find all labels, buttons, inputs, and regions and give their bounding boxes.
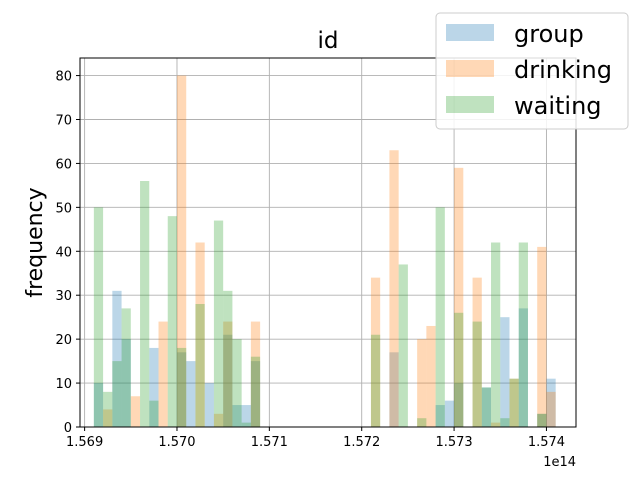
x-tick-label: 1.569 <box>66 435 103 450</box>
x-tick-label: 1.574 <box>528 435 565 450</box>
y-tick-label: 50 <box>55 201 72 216</box>
bar-waiting <box>213 220 224 427</box>
y-tick-label: 60 <box>55 157 72 172</box>
bar-waiting <box>398 264 408 427</box>
axis-ticks: 1.569 1.570 1.571 1.572 1.573 1.574 0 10 20 30 40 5… <box>55 70 565 450</box>
y-tick-label: 30 <box>55 289 72 304</box>
bar-group <box>481 387 492 427</box>
bar-group <box>389 352 399 427</box>
bar-drinking <box>370 277 381 427</box>
bar-group <box>93 383 104 427</box>
bar-drinking <box>546 391 556 427</box>
bar-waiting <box>370 334 381 427</box>
bar-waiting <box>232 339 242 427</box>
bar-group <box>250 361 261 427</box>
bar-waiting <box>112 361 122 427</box>
chart-title: id <box>318 28 339 54</box>
bar-waiting <box>472 321 482 427</box>
legend: group drinking waiting <box>435 12 629 130</box>
y-tick-label: 70 <box>55 114 72 129</box>
y-tick-label: 40 <box>55 245 72 260</box>
x-tick-label: 1.571 <box>251 435 288 450</box>
y-axis-label: frequency <box>23 187 48 297</box>
bar-waiting <box>195 304 205 427</box>
bar-waiting <box>250 356 261 427</box>
bar-waiting <box>500 418 510 427</box>
bar-waiting <box>140 181 150 427</box>
bar-drinking <box>509 378 519 427</box>
bar-waiting <box>121 308 131 427</box>
bar-drinking <box>176 75 187 428</box>
x-axis-offset-text: 1e14 <box>543 455 576 470</box>
grid-lines <box>80 58 576 428</box>
legend-swatch-waiting <box>446 96 494 113</box>
legend-swatch-drinking <box>446 60 494 77</box>
bar-group <box>537 413 547 427</box>
bar-group <box>518 308 528 427</box>
legend-label-waiting: waiting <box>514 92 602 120</box>
bar-drinking <box>426 325 436 427</box>
bar-drinking <box>223 321 233 427</box>
bar-group <box>149 347 159 427</box>
bar-drinking <box>472 277 482 427</box>
y-tick-label: 20 <box>55 333 72 348</box>
bar-waiting <box>417 418 427 427</box>
bar-waiting <box>435 207 445 427</box>
bar-group <box>435 405 445 427</box>
bar-waiting <box>103 391 113 427</box>
bar-waiting <box>176 347 187 427</box>
bar-drinking <box>195 242 205 427</box>
bar-drinking <box>130 396 141 427</box>
y-tick-label: 80 <box>55 70 72 85</box>
legend-swatch-group <box>446 24 494 41</box>
bar-group <box>121 339 131 427</box>
bar-waiting <box>518 242 528 427</box>
bar-drinking <box>537 246 547 427</box>
bar-waiting <box>241 422 251 427</box>
bar-group <box>500 317 510 427</box>
bar-group <box>546 378 556 427</box>
bar-group <box>176 352 187 427</box>
legend-label-group: group <box>514 20 584 48</box>
bar-group <box>232 405 242 427</box>
bar-waiting <box>481 387 492 427</box>
bar-waiting <box>93 207 104 427</box>
bar-drinking <box>103 409 113 427</box>
bar-group <box>223 334 233 427</box>
histogram-bars <box>93 75 556 428</box>
y-tick-label: 0 <box>64 421 72 436</box>
bar-drinking <box>491 422 501 427</box>
legend-label-drinking: drinking <box>514 56 612 84</box>
bar-group <box>186 361 196 427</box>
bar-group <box>204 383 214 427</box>
bar-group <box>454 383 464 427</box>
bar-waiting <box>537 413 547 427</box>
x-tick-label: 1.570 <box>158 435 195 450</box>
bar-waiting <box>167 216 177 427</box>
x-tick-label: 1.573 <box>435 435 472 450</box>
bar-waiting <box>509 378 519 427</box>
bar-waiting <box>454 312 464 427</box>
bar-waiting <box>149 400 159 427</box>
bar-group <box>112 290 122 427</box>
bar-drinking <box>389 150 399 427</box>
y-tick-label: 10 <box>55 377 72 392</box>
axes-frame <box>79 57 577 428</box>
bar-waiting <box>491 242 501 427</box>
x-tick-label: 1.572 <box>343 435 380 450</box>
bar-drinking <box>417 339 427 427</box>
legend-box <box>435 12 629 130</box>
bar-group <box>444 400 455 427</box>
bar-drinking <box>158 321 168 427</box>
bar-waiting <box>223 290 233 427</box>
bar-drinking <box>213 413 224 427</box>
bar-group <box>241 405 251 427</box>
bar-drinking <box>454 167 464 428</box>
bar-drinking <box>250 321 261 427</box>
